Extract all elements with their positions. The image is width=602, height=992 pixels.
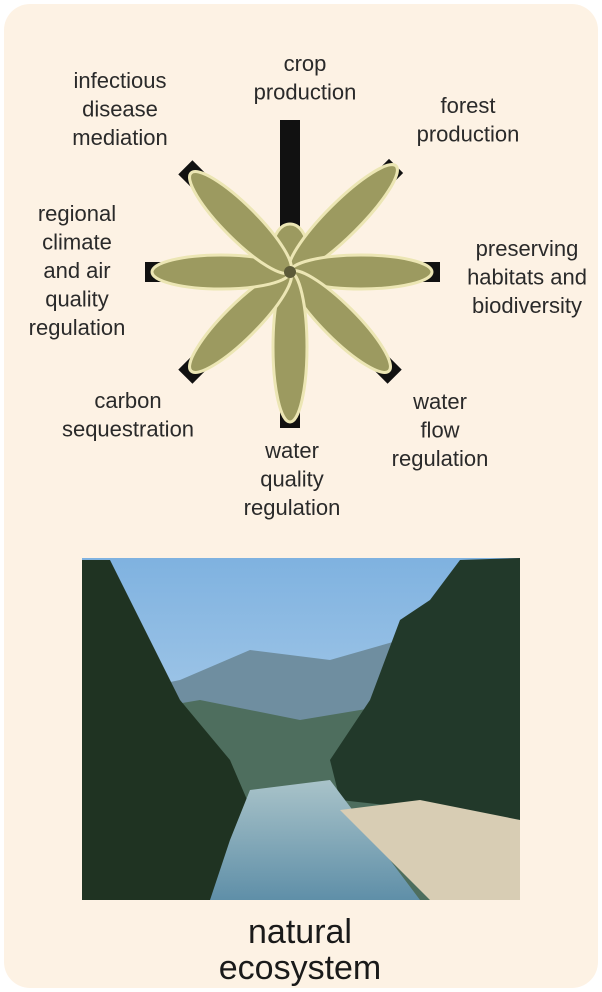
service-label: forest xyxy=(440,93,495,118)
service-label: climate xyxy=(42,229,112,254)
caption-line: ecosystem xyxy=(219,949,382,987)
labels: crop production forest production preserving… xyxy=(29,51,587,520)
service-label: regulation xyxy=(29,315,126,340)
photo xyxy=(82,558,520,900)
service-label: production xyxy=(417,121,520,146)
center xyxy=(284,266,296,278)
service-label: regulation xyxy=(244,495,341,520)
service-label: water xyxy=(412,389,467,414)
caption-line: natural xyxy=(248,913,352,951)
flower xyxy=(145,120,440,428)
service-label: regional xyxy=(38,201,116,226)
river xyxy=(210,780,420,900)
gravel-bank xyxy=(340,800,520,900)
service-label: sequestration xyxy=(62,416,194,441)
service-label: crop xyxy=(284,51,327,76)
service-label: infectious xyxy=(74,68,167,93)
service-label: habitats and xyxy=(467,264,587,289)
service-label: production xyxy=(254,79,357,104)
service-label: flow xyxy=(420,417,459,442)
service-label: preserving xyxy=(476,236,579,261)
service-label: and air xyxy=(43,258,110,283)
service-label: biodiversity xyxy=(472,293,582,318)
service-label: quality xyxy=(260,466,324,491)
trees-right xyxy=(330,558,520,820)
service-label: quality xyxy=(45,286,109,311)
service-label: disease xyxy=(82,96,158,121)
service-label: regulation xyxy=(392,446,489,471)
service-label: mediation xyxy=(72,125,167,150)
trees-left xyxy=(82,560,260,900)
service-label: water xyxy=(264,438,319,463)
service-label: carbon xyxy=(94,388,161,413)
